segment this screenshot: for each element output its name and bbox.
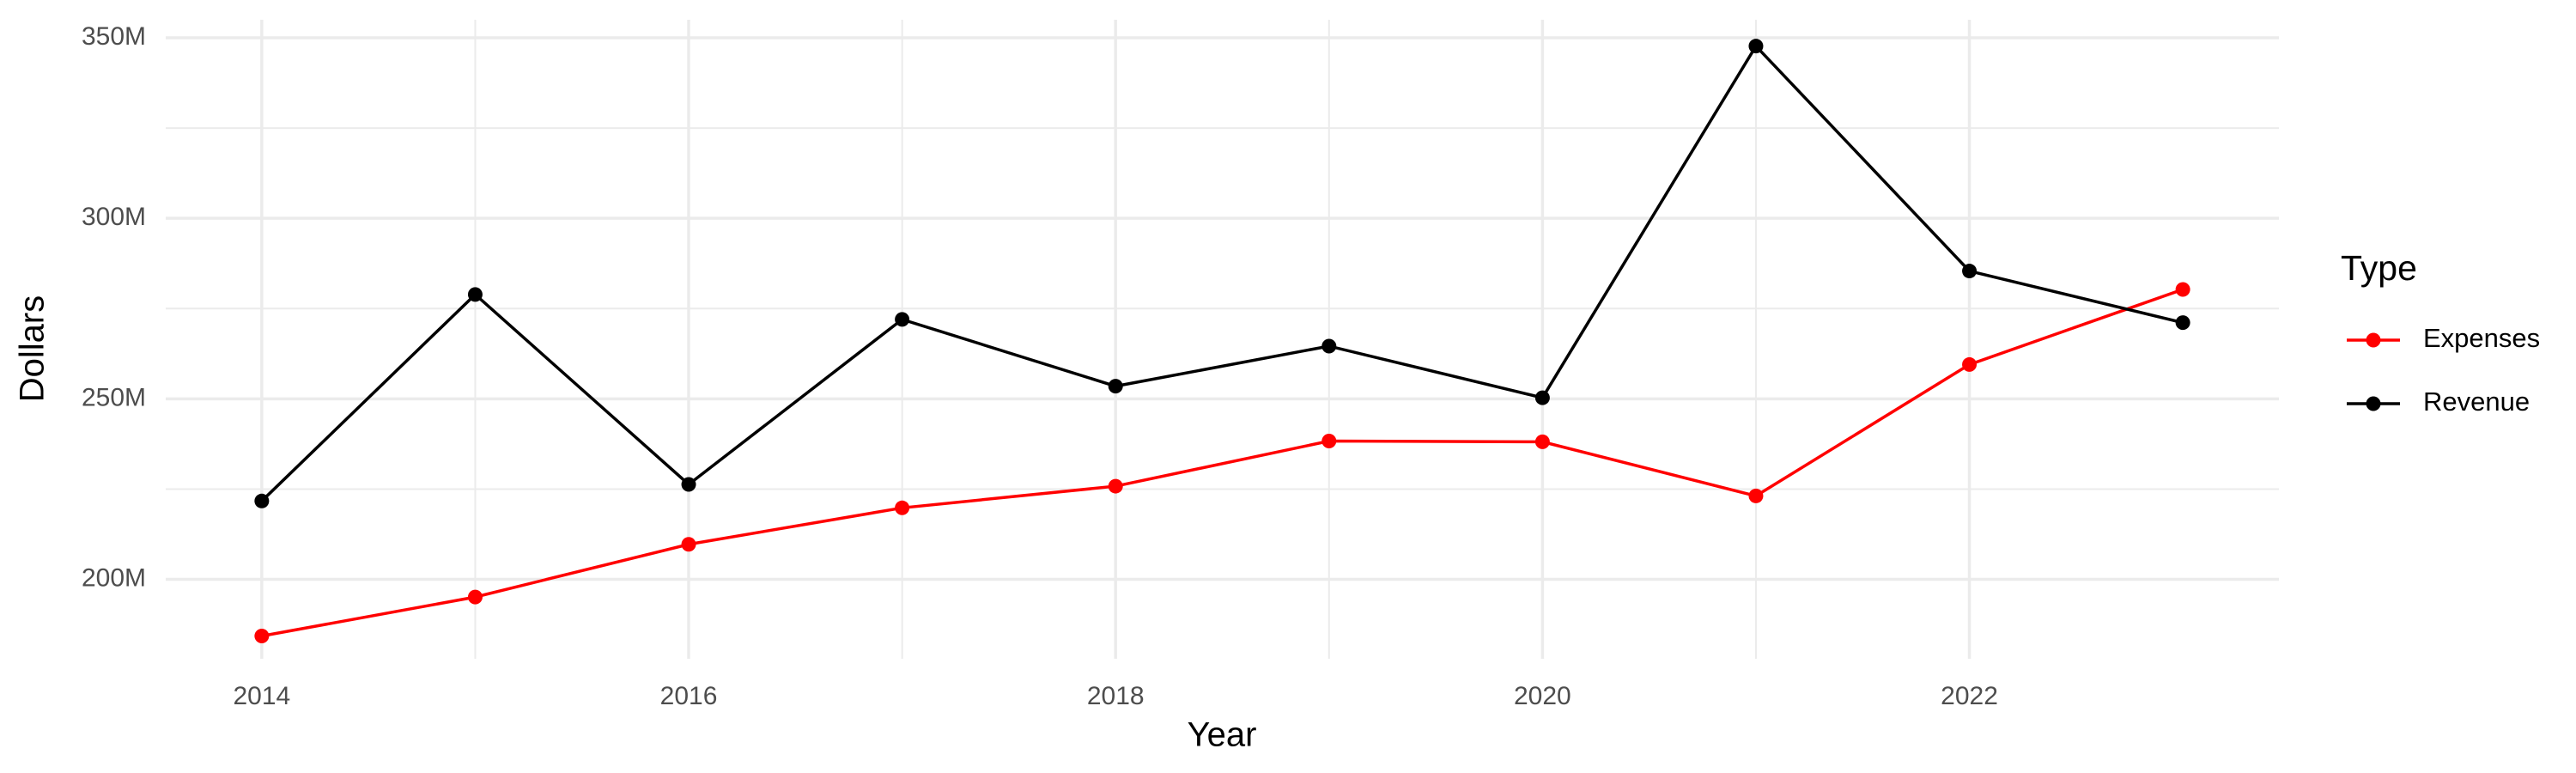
data-point (467, 287, 483, 302)
x-tick-label: 2018 (1087, 682, 1145, 710)
data-point (681, 537, 696, 552)
y-axis-title: Dollars (14, 295, 52, 402)
x-tick-label: 2022 (1941, 682, 1998, 710)
legend-title: Type (2341, 248, 2417, 288)
legend-key-point (2366, 396, 2381, 411)
data-point (1534, 390, 1550, 405)
data-point (1108, 379, 1123, 394)
x-axis-title: Year (1188, 716, 1257, 754)
data-point (681, 477, 696, 492)
data-point (895, 500, 910, 515)
data-point (1321, 338, 1337, 354)
data-point (254, 493, 270, 508)
x-tick-label: 2020 (1514, 682, 1571, 710)
data-point (1962, 356, 1978, 372)
data-point (467, 589, 483, 605)
data-point (1321, 434, 1337, 449)
y-tick-label: 350M (82, 22, 146, 51)
x-tick-label: 2014 (233, 682, 290, 710)
legend-label: Revenue (2423, 386, 2530, 417)
data-point (1748, 39, 1764, 54)
y-tick-label: 200M (82, 563, 146, 592)
data-point (2175, 315, 2190, 331)
y-tick-label: 250M (82, 383, 146, 411)
data-point (1962, 264, 1978, 279)
y-tick-label: 300M (82, 203, 146, 231)
legend-key-point (2366, 332, 2381, 348)
legend-label: Expenses (2423, 323, 2540, 353)
series-line (260, 43, 2184, 502)
x-tick-label: 2016 (660, 682, 718, 710)
data-point (1108, 478, 1123, 494)
series-line (261, 288, 2184, 638)
data-point (2175, 282, 2190, 297)
data-point (254, 629, 270, 644)
data-point (1534, 434, 1550, 449)
data-point (1748, 488, 1764, 503)
data-point (895, 312, 910, 327)
